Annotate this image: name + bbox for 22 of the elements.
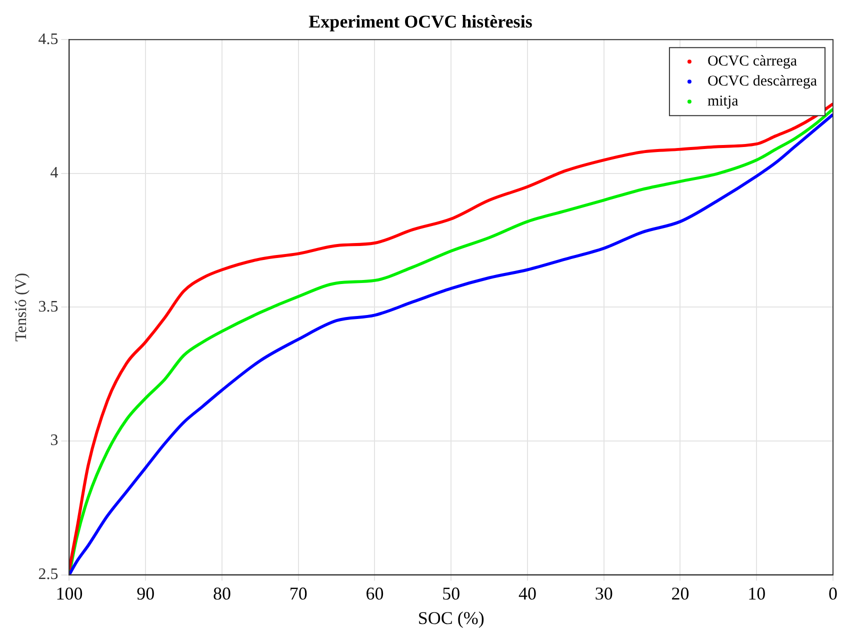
legend-label: OCVC càrrega: [707, 54, 798, 70]
x-tick-label: 40: [518, 583, 536, 604]
x-tick-label: 80: [212, 583, 231, 604]
y-tick-label: 4: [50, 164, 58, 182]
x-tick-label: 70: [289, 583, 308, 604]
y-tick-label: 4.5: [38, 30, 58, 48]
y-tick-label: 3: [50, 432, 58, 450]
legend-label: mitja: [707, 94, 739, 110]
chart-title: Experiment OCVC histèresis: [308, 11, 532, 32]
x-tick-label: 10: [748, 583, 766, 604]
legend-label: OCVC descàrrega: [707, 74, 818, 90]
x-tick-label: 50: [442, 583, 460, 604]
x-tick-label: 100: [56, 583, 83, 604]
y-tick-label: 3.5: [38, 298, 58, 316]
y-axis-title: Tensió (V): [12, 272, 30, 342]
x-axis-title: SOC (%): [418, 608, 484, 628]
y-tick-label: 2.5: [38, 566, 58, 584]
x-tick-label: 0: [828, 583, 838, 604]
x-tick-label: 30: [594, 583, 613, 604]
x-tick-label: 90: [136, 583, 155, 604]
x-tick-label: 20: [671, 583, 690, 604]
x-tick-label: 60: [366, 583, 384, 604]
